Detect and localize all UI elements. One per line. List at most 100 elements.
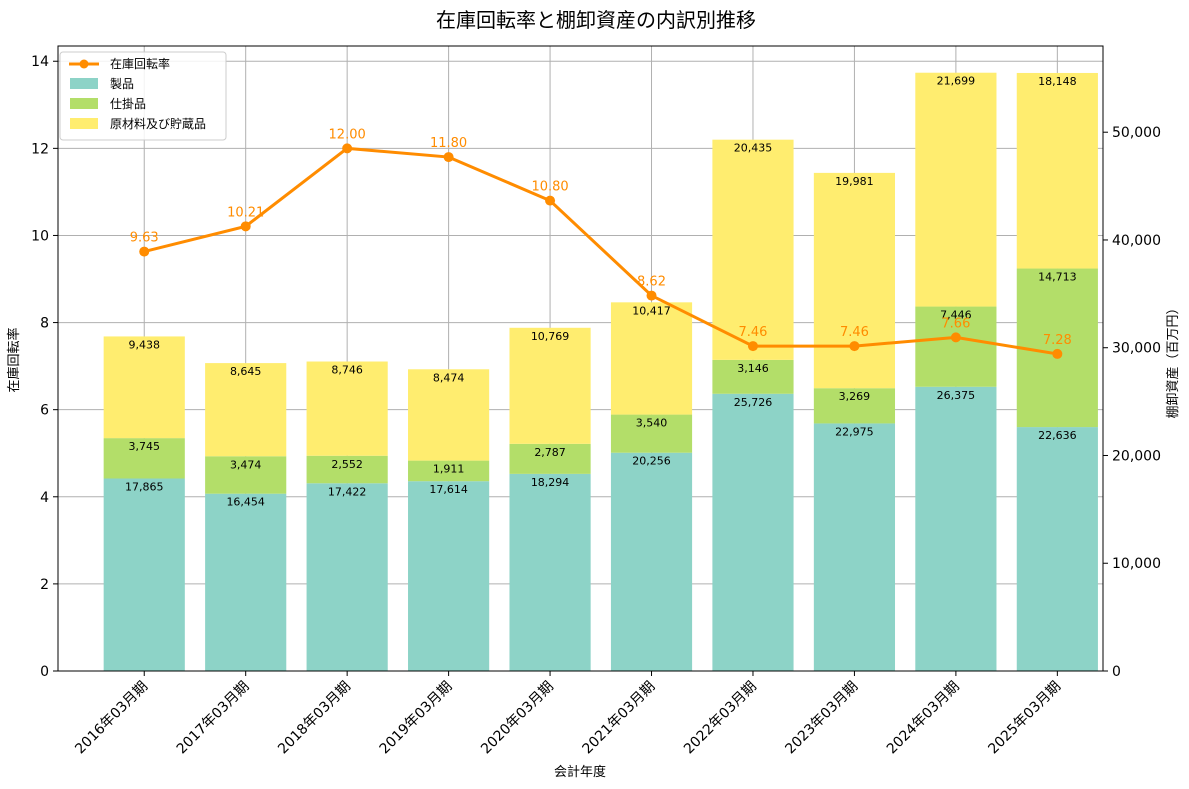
bar-value-label: 25,726 — [734, 396, 773, 409]
bar-segment-0 — [813, 423, 896, 671]
bar-segment-0 — [610, 452, 693, 671]
bar-segment-0 — [306, 483, 388, 671]
bar-value-label: 26,375 — [937, 389, 976, 402]
bar-value-label: 14,713 — [1038, 271, 1077, 284]
x-tick-label: 2023年03月期 — [782, 679, 861, 758]
turnover-point — [139, 246, 150, 257]
legend-label-raw-materials: 原材料及び貯蔵品 — [110, 117, 206, 131]
bar-value-label: 8,645 — [230, 365, 262, 378]
turnover-line — [143, 146, 1058, 356]
turnover-point — [747, 341, 758, 352]
bar-value-label: 3,146 — [737, 362, 769, 375]
x-tick-label: 2016年03月期 — [72, 679, 151, 758]
bar-segment-1 — [712, 359, 794, 394]
left-y-tick-label: 4 — [40, 490, 49, 506]
turnover-point — [646, 290, 657, 301]
left-y-tick-label: 8 — [40, 316, 49, 332]
left-y-tick-label: 12 — [31, 141, 49, 157]
right-y-tick-label: 30,000 — [1112, 341, 1161, 357]
turnover-point — [545, 195, 556, 206]
x-tick-label: 2025年03月期 — [985, 679, 1064, 758]
left-y-tick-label: 14 — [31, 54, 49, 70]
legend-swatch-products — [70, 78, 98, 89]
bar-value-label: 17,422 — [328, 485, 367, 498]
legend-swatch-raw-materials — [70, 118, 98, 129]
x-tick-label: 2020年03月期 — [478, 679, 557, 758]
bar-value-label: 22,975 — [835, 425, 874, 438]
bar-segment-2 — [306, 361, 388, 456]
bar-segment-0 — [205, 493, 287, 671]
turnover-line-layer: 9.63 10.21 12.00 11.80 10.80 8.62 7.46 7.46 7.66… — [130, 127, 1072, 359]
left-y-tick-label: 0 — [40, 664, 49, 680]
bar-value-label: 16,454 — [226, 496, 265, 509]
turnover-value-label: 10.21 — [227, 205, 264, 220]
bar-segment-1 — [205, 456, 287, 494]
legend-line-marker — [79, 59, 89, 69]
left-y-tick-label: 2 — [40, 577, 49, 593]
x-tick-label: 2019年03月期 — [377, 679, 456, 758]
right-y-tick-label: 20,000 — [1112, 448, 1161, 464]
x-tick-label: 2022年03月期 — [681, 679, 760, 758]
turnover-point — [240, 221, 251, 232]
legend-label-products: 製品 — [110, 77, 134, 91]
turnover-point — [1052, 348, 1063, 359]
bar-value-label: 3,745 — [128, 440, 160, 453]
bar-value-label: 21,699 — [937, 75, 976, 88]
bar-value-label: 17,865 — [125, 480, 164, 493]
bar-value-label: 20,435 — [734, 142, 773, 155]
bar-value-label: 20,256 — [632, 455, 671, 468]
bar-value-label: 19,981 — [835, 175, 874, 188]
bar-segment-0 — [509, 473, 591, 671]
turnover-value-label: 7.46 — [738, 325, 767, 340]
bar-value-label: 9,438 — [128, 338, 160, 351]
bar-segment-1 — [813, 388, 896, 424]
bar-value-label: 10,769 — [531, 330, 570, 343]
bar-segment-2 — [408, 369, 490, 461]
legend-frame — [59, 51, 227, 141]
bar-value-label: 7,446 — [940, 309, 972, 322]
bar-value-label: 22,636 — [1038, 429, 1077, 442]
turnover-value-label: 9.63 — [130, 231, 159, 246]
left-y-tick-label: 10 — [31, 228, 49, 244]
bar-segment-0 — [915, 386, 997, 671]
bar-segment-2 — [205, 363, 287, 457]
bar-value-label: 8,474 — [433, 371, 465, 384]
legend-label-wip: 仕掛品 — [110, 96, 146, 111]
bar-value-label: 10,417 — [632, 304, 671, 317]
bar-segment-2 — [509, 327, 591, 444]
turnover-value-label: 12.00 — [329, 127, 366, 142]
turnover-value-label: 10.80 — [531, 180, 568, 195]
turnover-value-label: 11.80 — [430, 136, 467, 151]
right-y-tick-label: 0 — [1112, 664, 1121, 680]
plot-frame — [57, 45, 1104, 672]
turnover-value-label: 7.66 — [941, 316, 970, 331]
bar-segment-1 — [306, 455, 388, 484]
turnover-value-label: 7.28 — [1043, 333, 1072, 348]
bar-segment-0 — [103, 478, 185, 671]
bar-segment-2 — [1016, 72, 1098, 269]
turnover-value-label: 7.46 — [840, 325, 869, 340]
right-y-tick-label: 40,000 — [1112, 233, 1161, 249]
right-y-axis-title: 棚卸資産（百万円） — [1165, 301, 1181, 418]
left-y-tick-label: 6 — [40, 403, 49, 419]
right-y-tick-label: 10,000 — [1112, 556, 1161, 572]
bar-segment-2 — [813, 172, 896, 389]
bars-layer — [103, 72, 1098, 671]
legend-label-turnover: 在庫回転率 — [110, 56, 170, 71]
bar-value-label: 2,552 — [331, 458, 363, 471]
bar-value-label: 3,540 — [636, 417, 668, 430]
bar-segment-1 — [103, 438, 185, 479]
turnover-point — [950, 332, 961, 343]
x-tick-label: 2017年03月期 — [174, 679, 253, 758]
turnover-value-label: 8.62 — [637, 275, 666, 290]
bar-segment-1 — [1016, 268, 1098, 428]
bar-segment-1 — [509, 443, 591, 474]
bar-segment-2 — [610, 302, 693, 415]
bar-segment-2 — [915, 72, 997, 307]
bar-segment-2 — [712, 139, 794, 360]
right-y-tick-label: 50,000 — [1112, 125, 1161, 141]
x-axis-title: 会計年度 — [554, 764, 606, 780]
bar-segment-0 — [408, 481, 490, 671]
bar-segment-0 — [1016, 427, 1098, 671]
